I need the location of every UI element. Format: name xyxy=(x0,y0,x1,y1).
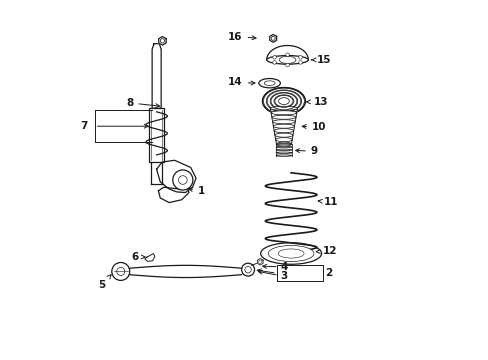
Ellipse shape xyxy=(270,106,297,110)
Text: 1: 1 xyxy=(188,186,204,197)
Text: 3: 3 xyxy=(280,271,287,281)
Ellipse shape xyxy=(270,111,296,115)
Circle shape xyxy=(244,266,251,273)
Ellipse shape xyxy=(278,249,304,258)
Circle shape xyxy=(112,262,129,280)
Polygon shape xyxy=(269,35,276,42)
Text: 15: 15 xyxy=(311,55,331,65)
Ellipse shape xyxy=(276,149,291,150)
Ellipse shape xyxy=(274,129,293,133)
Polygon shape xyxy=(159,37,166,45)
Text: 16: 16 xyxy=(228,32,256,41)
Circle shape xyxy=(172,170,192,190)
Circle shape xyxy=(117,267,124,275)
Ellipse shape xyxy=(258,78,280,88)
Polygon shape xyxy=(158,186,188,203)
Text: 2: 2 xyxy=(325,268,332,278)
Circle shape xyxy=(298,60,302,64)
Ellipse shape xyxy=(262,87,305,115)
Text: 12: 12 xyxy=(316,246,337,256)
Polygon shape xyxy=(257,258,263,265)
Text: 6: 6 xyxy=(131,252,145,262)
Polygon shape xyxy=(152,44,161,108)
Ellipse shape xyxy=(276,142,291,146)
Circle shape xyxy=(178,176,187,184)
Text: 13: 13 xyxy=(306,97,327,107)
Ellipse shape xyxy=(279,56,295,63)
Bar xyxy=(149,108,163,162)
Ellipse shape xyxy=(268,246,313,262)
Polygon shape xyxy=(156,160,196,193)
Ellipse shape xyxy=(272,120,295,124)
Polygon shape xyxy=(129,265,241,278)
Ellipse shape xyxy=(276,146,291,148)
Circle shape xyxy=(271,36,275,40)
Ellipse shape xyxy=(271,115,295,119)
Text: 4: 4 xyxy=(280,262,287,272)
Circle shape xyxy=(272,60,276,64)
Text: 11: 11 xyxy=(318,197,338,207)
Ellipse shape xyxy=(275,138,292,142)
Circle shape xyxy=(258,260,262,264)
Circle shape xyxy=(241,263,254,276)
Polygon shape xyxy=(144,253,155,261)
Text: 5: 5 xyxy=(98,275,111,290)
Ellipse shape xyxy=(260,243,321,264)
Circle shape xyxy=(285,53,289,57)
Ellipse shape xyxy=(274,133,292,137)
Text: 10: 10 xyxy=(302,122,326,132)
Circle shape xyxy=(285,63,289,67)
Polygon shape xyxy=(270,108,297,144)
Ellipse shape xyxy=(264,81,274,86)
Ellipse shape xyxy=(266,55,308,64)
Circle shape xyxy=(160,39,164,43)
Circle shape xyxy=(272,55,276,59)
Text: 9: 9 xyxy=(295,146,317,156)
Ellipse shape xyxy=(276,152,291,153)
Text: 7: 7 xyxy=(80,121,87,131)
Circle shape xyxy=(298,55,302,59)
Polygon shape xyxy=(266,45,308,60)
Ellipse shape xyxy=(273,124,294,128)
Text: 8: 8 xyxy=(126,98,159,108)
Ellipse shape xyxy=(276,143,291,145)
Text: 14: 14 xyxy=(227,77,254,87)
Ellipse shape xyxy=(276,155,291,156)
